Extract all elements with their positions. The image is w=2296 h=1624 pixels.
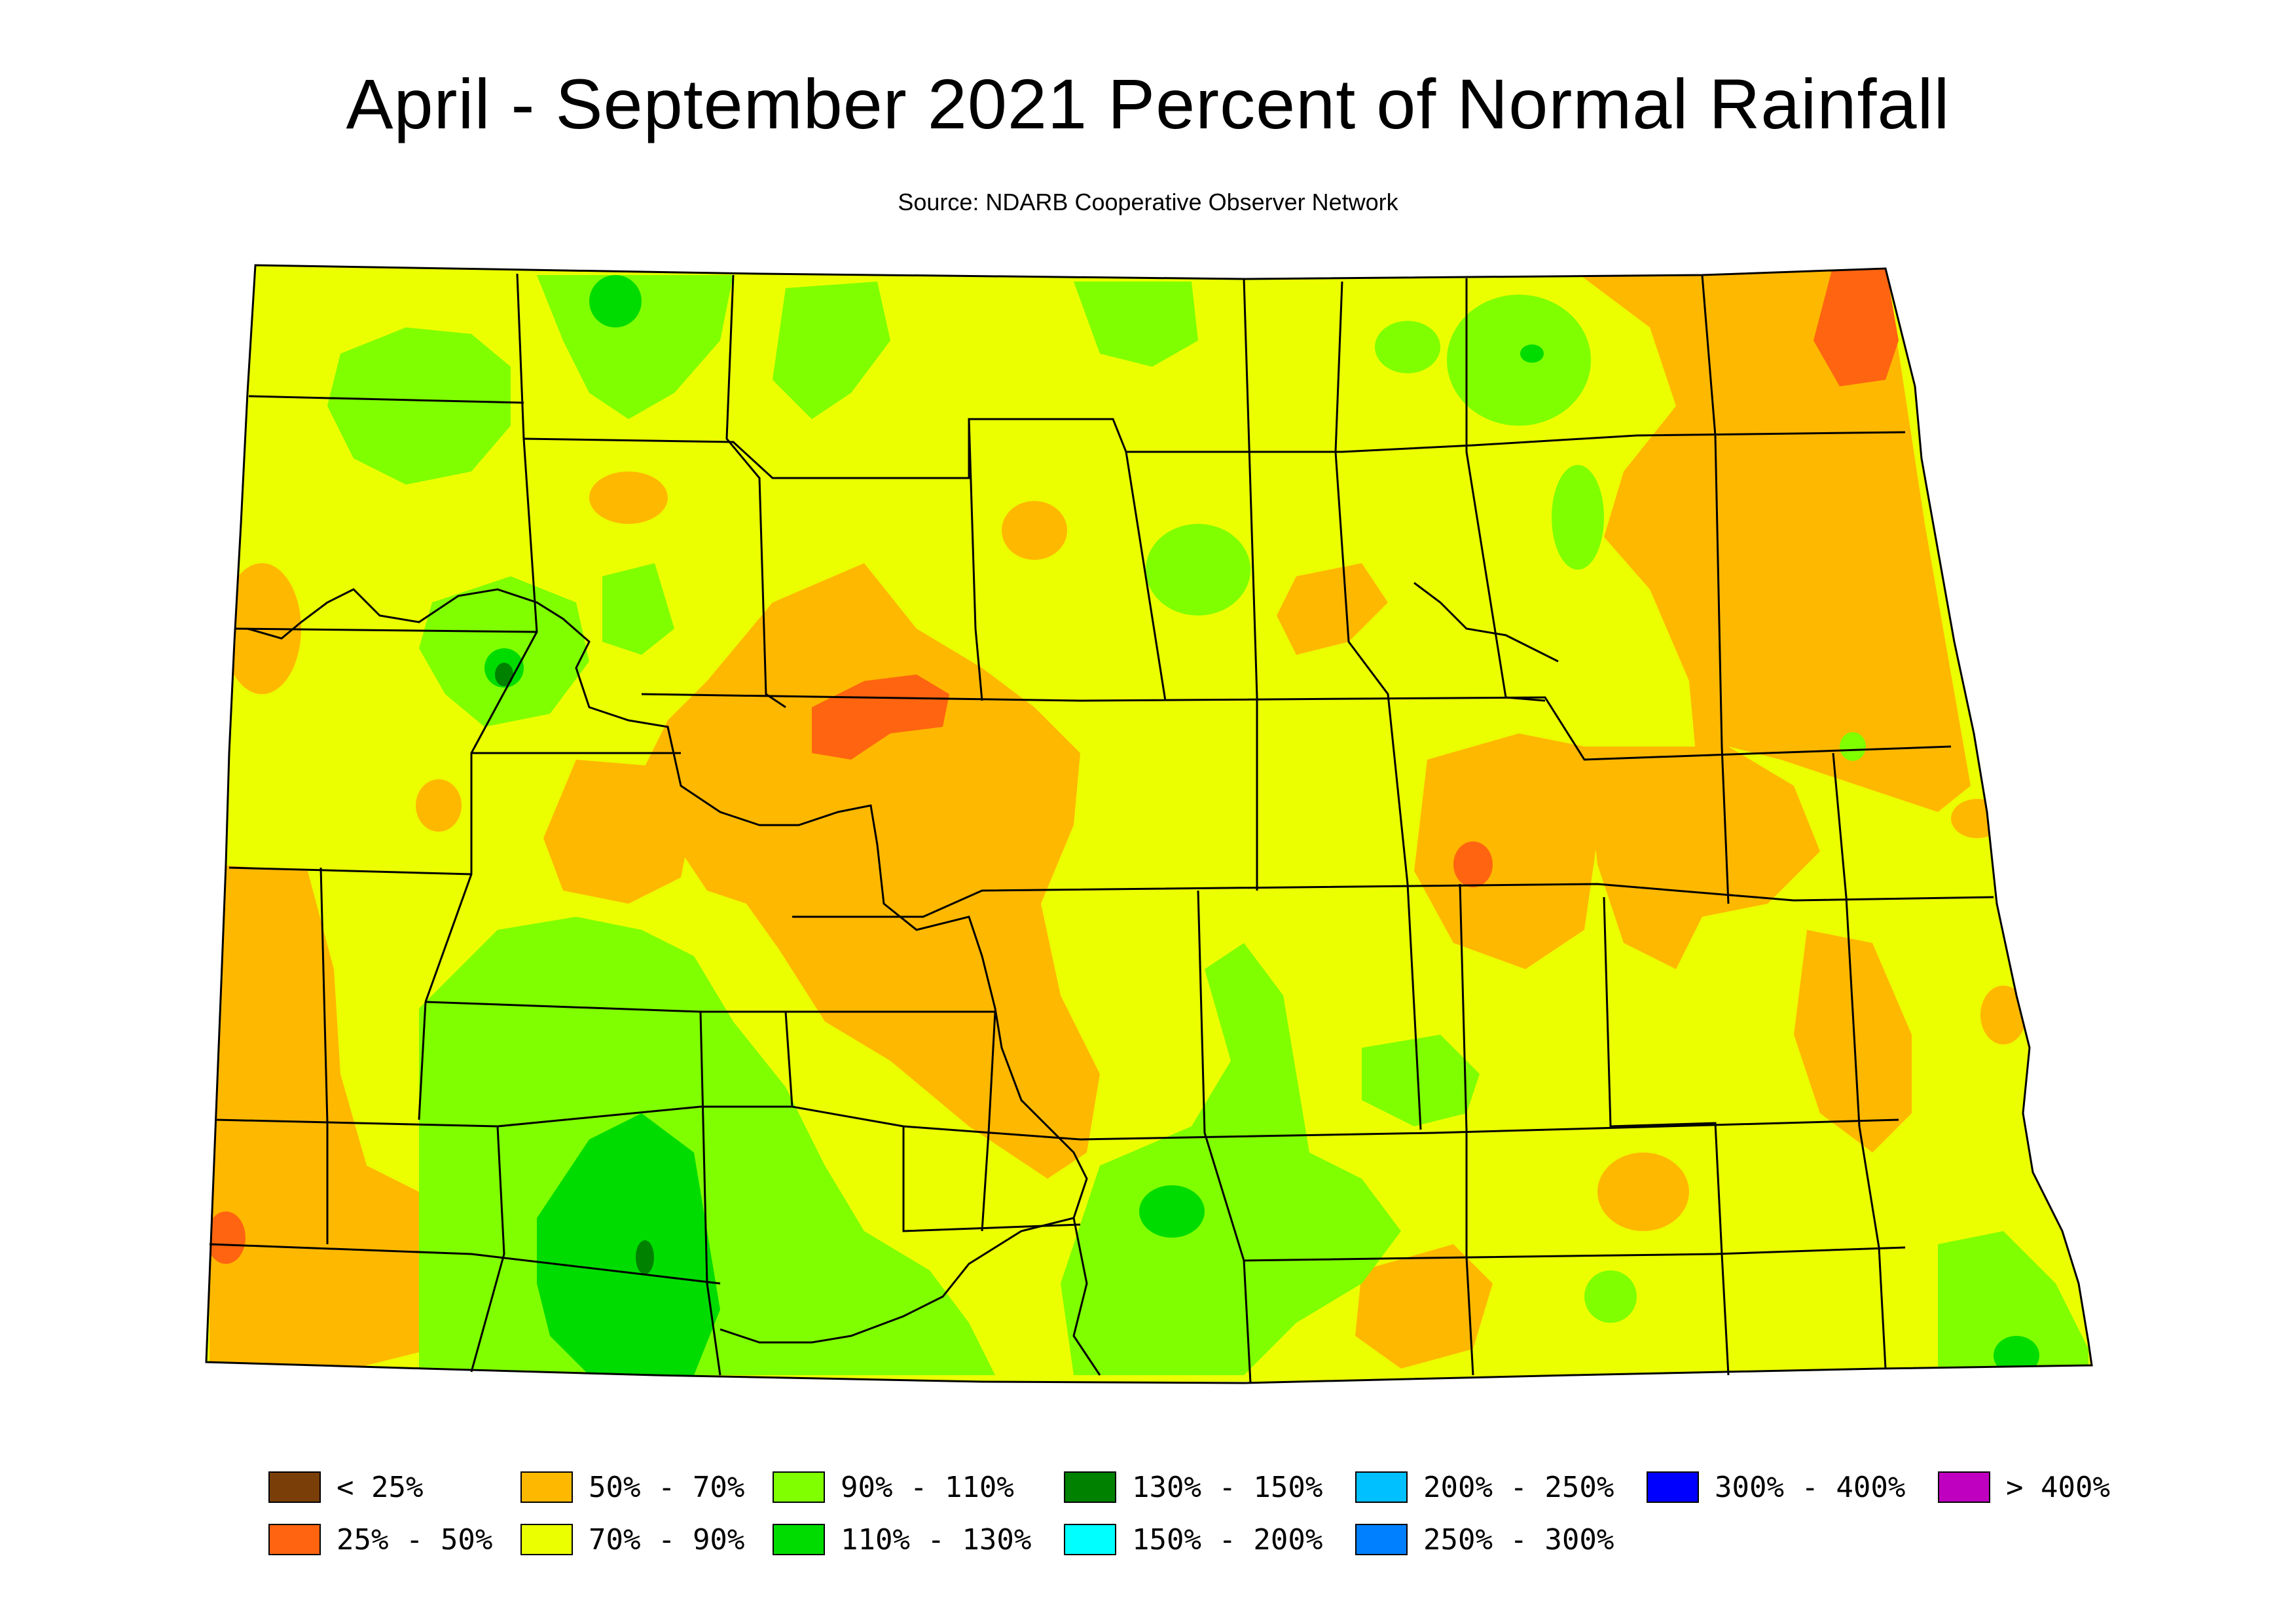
county-boundaries <box>205 264 2093 1384</box>
map-title: April - September 2021 Percent of Normal… <box>346 64 1950 143</box>
zone-90-110-northwest <box>327 327 511 485</box>
zone-50-70-blob-3 <box>1002 501 1067 560</box>
zone-50-70-blob-1 <box>1597 1153 1689 1231</box>
southern-border-river <box>1072 1217 1101 1376</box>
missouri-river <box>247 588 1088 1344</box>
zone-90-110-north-central <box>1146 524 1250 616</box>
rainfall-fill <box>206 265 2092 1382</box>
zone-50-70-blob-2 <box>589 471 668 524</box>
zone-25-50-central <box>812 674 949 760</box>
zone-90-110-east-tiny <box>1840 732 1866 761</box>
zone-90-110-north-east <box>1552 465 1604 570</box>
zone-90-110-westcentral <box>602 563 674 655</box>
zone-25-50-northeast <box>1813 265 1899 386</box>
map-subtitle: Source: NDARB Cooperative Observer Netwo… <box>898 189 1398 215</box>
zone-90-110-north-3 <box>1074 282 1198 367</box>
zone-110-130-south-central <box>1139 1185 1205 1238</box>
zone-90-110-southeast <box>1938 1231 2088 1369</box>
zone-90-110-north-2 <box>773 282 890 419</box>
zone-50-70-west-mid <box>543 760 694 904</box>
zone-110-130-ne <box>1520 344 1544 363</box>
zone-90-110-north <box>537 275 733 419</box>
zone-50-70-blob-5 <box>416 779 462 832</box>
zone-130-150-west <box>495 663 513 686</box>
zone-50-70-southeast <box>1794 930 1912 1153</box>
zone-50-70-blob-7 <box>1951 799 2003 838</box>
state-outline <box>205 264 2093 1384</box>
zone-90-110-ne-circle <box>1447 295 1591 426</box>
zone-50-70-southwest <box>210 864 471 1369</box>
zone-90-110-southcentral <box>1061 943 1401 1375</box>
zone-90-110-east-blob <box>1584 1270 1637 1323</box>
zone-25-50-southwest <box>206 1211 246 1264</box>
zone-90-110-southcentral-2 <box>1362 1035 1480 1126</box>
red-river-sheyenne <box>1413 581 1559 663</box>
zone-50-70-northcentral <box>1277 563 1388 655</box>
zone-90-110-ne-2 <box>1375 321 1440 373</box>
zone-50-70-blob-6 <box>1980 986 2026 1044</box>
zone-110-130-north <box>589 275 642 327</box>
zone-130-150-southwest <box>636 1240 654 1274</box>
zone-50-70-south-central <box>1355 1244 1493 1369</box>
zone-50-70-east-strip <box>1584 747 1820 969</box>
zone-110-130-southwest <box>537 1113 720 1375</box>
zone-25-50-east <box>1453 841 1493 887</box>
zone-110-130-southeast <box>1994 1336 2039 1375</box>
zone-50-70-central <box>629 563 1100 1179</box>
zone-50-70-northeast <box>1571 265 1971 825</box>
